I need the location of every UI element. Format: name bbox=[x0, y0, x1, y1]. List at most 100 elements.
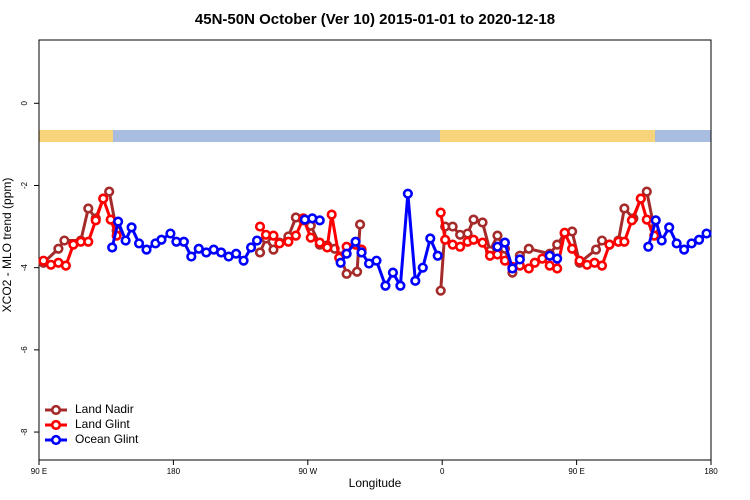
data-point bbox=[492, 249, 503, 260]
data-point bbox=[664, 222, 675, 233]
y-tick-label: -6 bbox=[20, 346, 29, 354]
data-point bbox=[126, 222, 137, 233]
y-axis-label: XCO2 - MLO trend (ppm) bbox=[0, 178, 14, 313]
x-tick-label: 0 bbox=[440, 467, 445, 476]
data-point bbox=[650, 215, 661, 226]
data-point bbox=[590, 244, 602, 255]
data-point bbox=[447, 221, 458, 232]
legend-label: Ocean Glint bbox=[75, 432, 139, 446]
y-tick-label: -8 bbox=[20, 428, 29, 436]
data-point bbox=[492, 230, 503, 241]
data-point bbox=[656, 235, 667, 246]
x-tick-label: 180 bbox=[167, 467, 181, 476]
data-point bbox=[216, 247, 227, 258]
data-point bbox=[432, 250, 443, 261]
data-point bbox=[350, 236, 361, 247]
land-band bbox=[39, 130, 113, 142]
data-point bbox=[468, 214, 479, 225]
data-point bbox=[283, 236, 294, 247]
data-point bbox=[83, 203, 94, 214]
data-point bbox=[120, 235, 131, 246]
data-point bbox=[59, 235, 70, 246]
data-point bbox=[335, 257, 346, 268]
data-point bbox=[341, 248, 352, 259]
data-point bbox=[107, 242, 118, 253]
data-point bbox=[529, 257, 540, 268]
x-tick-label: 180 bbox=[704, 467, 718, 476]
data-point bbox=[619, 203, 630, 214]
data-point bbox=[322, 242, 333, 253]
data-point bbox=[619, 236, 630, 247]
legend-label: Land Glint bbox=[75, 417, 130, 431]
data-point bbox=[596, 235, 608, 246]
data-point bbox=[552, 263, 563, 274]
data-point bbox=[559, 227, 570, 238]
data-point bbox=[507, 263, 518, 274]
data-point bbox=[523, 243, 534, 254]
data-point bbox=[425, 233, 436, 244]
data-point bbox=[552, 239, 563, 250]
data-point bbox=[305, 232, 316, 243]
data-point bbox=[417, 262, 428, 273]
ocean-band bbox=[655, 130, 711, 142]
y-tick-label: -4 bbox=[20, 264, 29, 272]
data-point bbox=[686, 238, 697, 249]
data-point bbox=[231, 248, 242, 259]
data-point bbox=[596, 260, 608, 271]
data-point bbox=[268, 230, 279, 241]
data-point bbox=[440, 234, 451, 245]
data-point bbox=[477, 237, 488, 248]
data-point bbox=[113, 216, 124, 227]
data-point bbox=[523, 263, 534, 274]
data-point bbox=[477, 217, 488, 228]
land-band bbox=[440, 130, 655, 142]
y-tick-label: 0 bbox=[20, 101, 29, 106]
data-point bbox=[693, 234, 705, 245]
data-point bbox=[679, 244, 690, 255]
data-point bbox=[468, 234, 479, 245]
data-point bbox=[254, 221, 266, 232]
data-point bbox=[435, 207, 446, 218]
data-point bbox=[514, 254, 525, 265]
data-point bbox=[274, 238, 285, 249]
data-point bbox=[641, 186, 652, 197]
data-point bbox=[356, 247, 367, 258]
data-point bbox=[395, 280, 406, 291]
data-point bbox=[156, 234, 167, 245]
data-point bbox=[380, 280, 391, 291]
data-point bbox=[604, 239, 615, 250]
legend-swatch-marker bbox=[50, 419, 62, 431]
data-point bbox=[186, 251, 197, 262]
data-point bbox=[455, 241, 466, 252]
legend-swatch-marker bbox=[50, 434, 62, 446]
y-tick-label: -2 bbox=[20, 181, 29, 189]
data-point bbox=[38, 255, 49, 266]
data-point bbox=[141, 244, 152, 255]
x-tick-label: 90 E bbox=[31, 467, 47, 476]
data-point bbox=[314, 237, 325, 248]
data-point bbox=[410, 275, 421, 286]
data-point bbox=[354, 219, 366, 230]
data-point bbox=[387, 267, 399, 278]
data-point bbox=[626, 215, 637, 226]
land-ocean-strip bbox=[39, 130, 711, 142]
data-point bbox=[314, 215, 325, 226]
data-point bbox=[701, 228, 712, 239]
data-point bbox=[643, 241, 654, 252]
ocean-band bbox=[113, 130, 440, 142]
data-point bbox=[83, 236, 94, 247]
data-point bbox=[104, 186, 115, 197]
legend-label: Land Nadir bbox=[75, 402, 134, 416]
plot-frame bbox=[38, 39, 712, 461]
data-point bbox=[98, 193, 109, 204]
data-point bbox=[60, 260, 71, 271]
data-point bbox=[90, 215, 101, 226]
x-tick-label: 90 W bbox=[298, 467, 317, 476]
data-point bbox=[193, 243, 204, 254]
data-point bbox=[165, 228, 176, 239]
data-point bbox=[499, 237, 511, 248]
data-point bbox=[238, 255, 249, 266]
data-point bbox=[574, 255, 585, 266]
